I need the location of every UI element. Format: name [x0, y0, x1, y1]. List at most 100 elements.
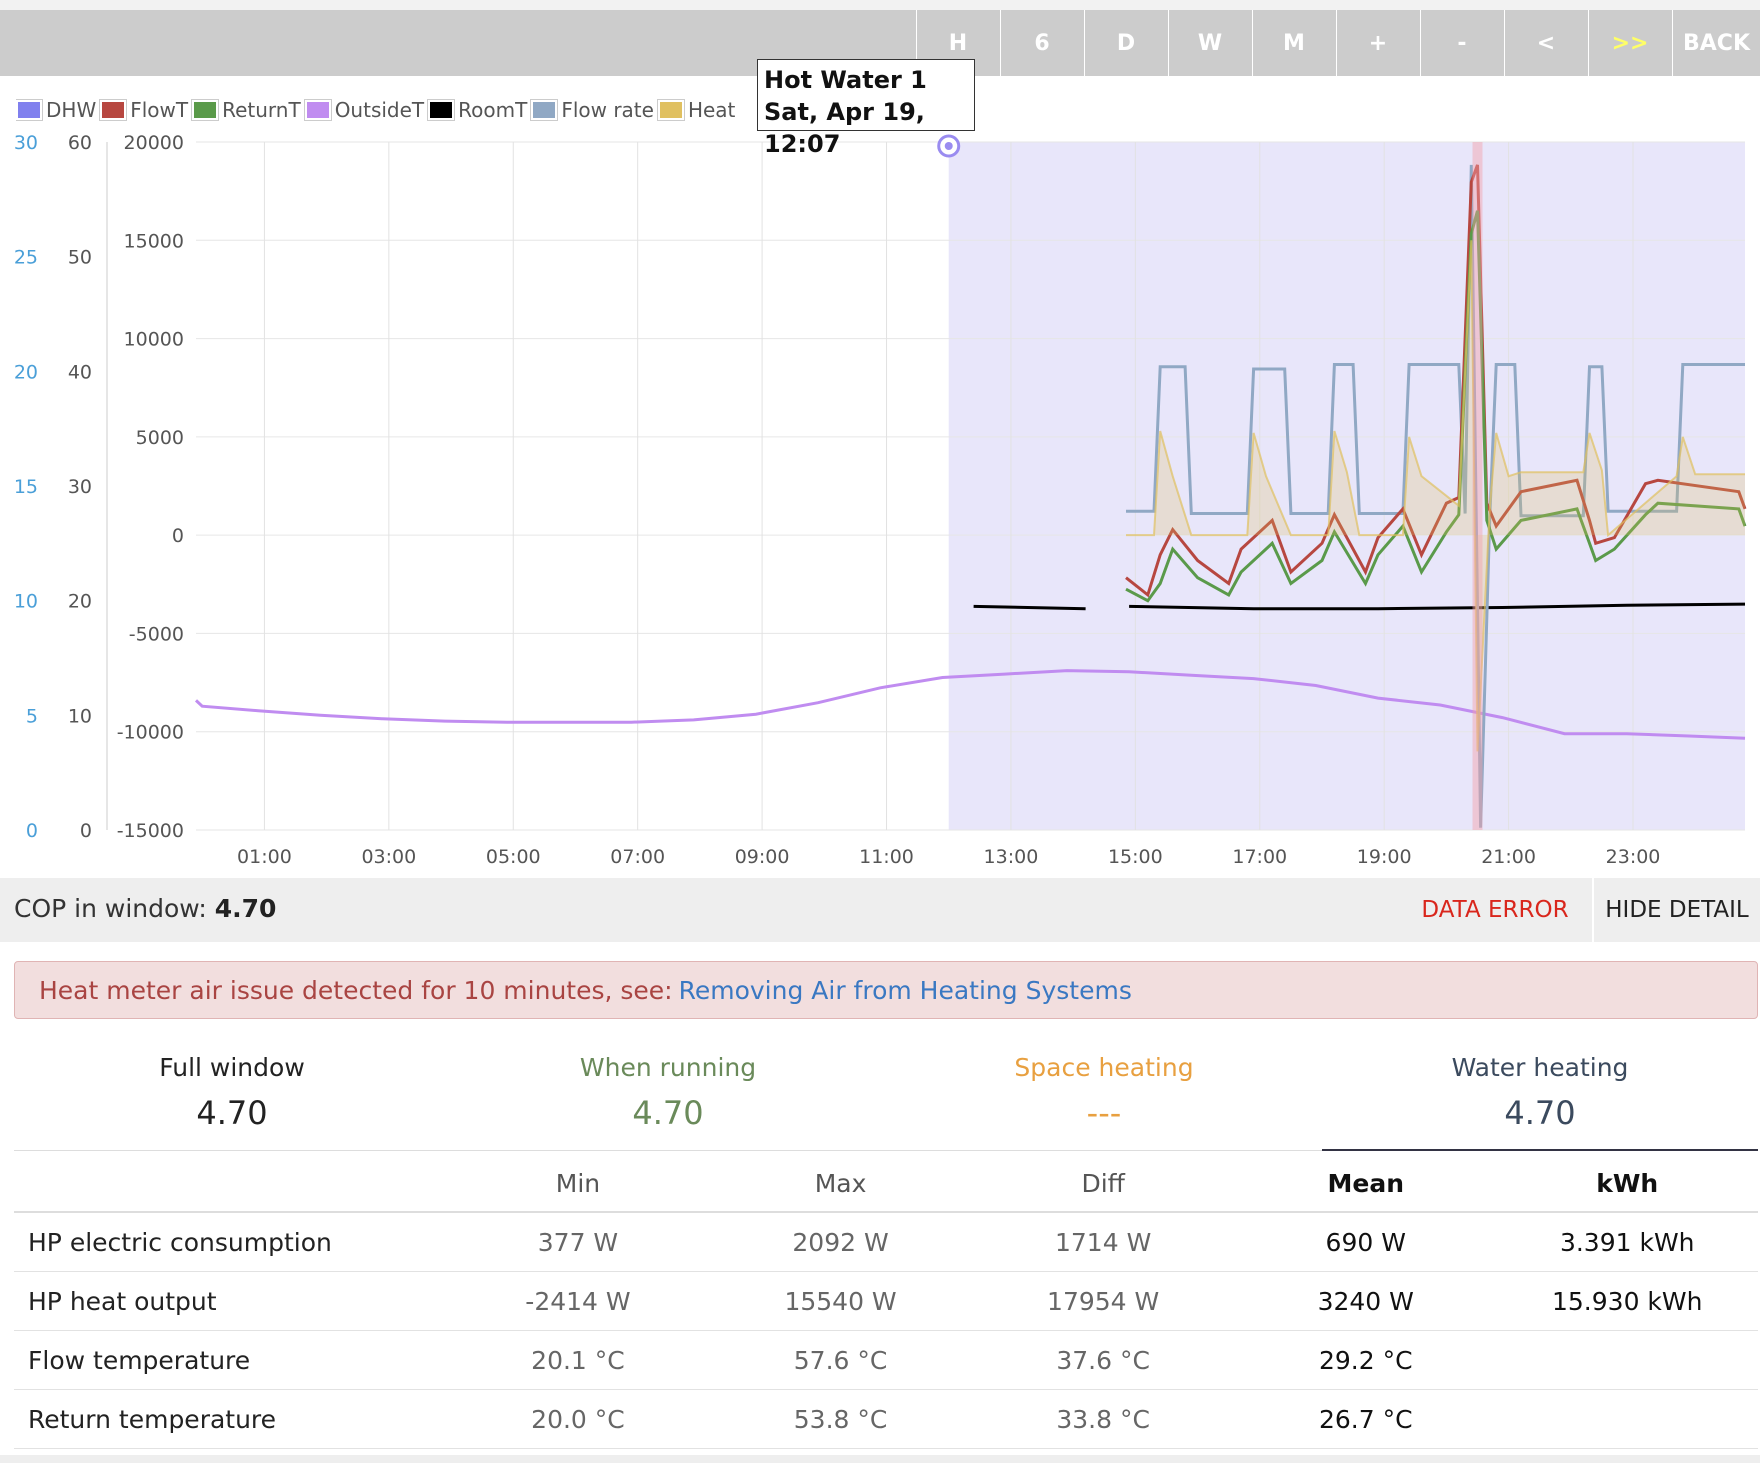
- dhw-region-handle-dot: [944, 142, 953, 150]
- temperature-tick-label: 30: [68, 476, 92, 498]
- power-tick-label: 15000: [124, 230, 184, 252]
- toolbar-button-5[interactable]: M: [1252, 10, 1335, 76]
- x-tick-label: 17:00: [1232, 846, 1287, 868]
- x-tick-label: 13:00: [984, 846, 1039, 868]
- cop-summary-title: Water heating: [1451, 1053, 1629, 1082]
- flow-rate-tick-label: 0: [26, 820, 38, 842]
- stats-header-max: Max: [709, 1155, 972, 1213]
- cop-summary-value: ---: [1086, 1094, 1122, 1132]
- power-tick-label: 5000: [136, 427, 184, 449]
- toolbar-button-6[interactable]: +: [1336, 10, 1419, 76]
- power-tick-label: -10000: [117, 722, 184, 744]
- top-strip: [0, 0, 1760, 10]
- legend-item[interactable]: Flow rate: [531, 98, 654, 122]
- alert-text: Heat meter air issue detected for 10 min…: [39, 975, 673, 1005]
- row-label: Flow temperature: [14, 1330, 447, 1390]
- cop-summary-value: 4.70: [196, 1094, 268, 1132]
- toolbar-button-3[interactable]: D: [1084, 10, 1167, 76]
- cell-kwh: [1496, 1330, 1758, 1390]
- temperature-tick-label: 40: [68, 361, 92, 383]
- legend-item[interactable]: OutsideT: [304, 98, 425, 122]
- stats-header-mean: Mean: [1235, 1155, 1497, 1213]
- series-heat-area: [1126, 240, 1745, 752]
- x-tick-label: 19:00: [1357, 846, 1412, 868]
- x-tick-label: 15:00: [1108, 846, 1163, 868]
- data-error-button[interactable]: DATA ERROR: [1421, 897, 1569, 923]
- cell-mean: 690 W: [1235, 1212, 1497, 1272]
- legend-label: FlowT: [130, 98, 189, 122]
- cell-min: 377 W: [446, 1212, 710, 1272]
- toolbar-button-10[interactable]: BACK: [1672, 10, 1760, 76]
- cop-summary-title: When running: [579, 1053, 757, 1082]
- legend-swatch: [304, 100, 331, 120]
- stats-header-label: [14, 1155, 447, 1213]
- temperature-tick-label: 10: [68, 705, 92, 727]
- cop-summary-col: Water heating 4.70: [1322, 1048, 1758, 1138]
- cell-diff: 17954 W: [971, 1271, 1235, 1331]
- chart-tooltip: Hot Water 1 Sat, Apr 19, 12:07: [757, 59, 975, 158]
- legend-swatch: [657, 100, 684, 120]
- x-tick-label: 03:00: [361, 846, 416, 868]
- legend-swatch: [192, 100, 219, 120]
- cell-diff: 37.6 °C: [971, 1330, 1235, 1390]
- x-tick-label: 11:00: [859, 846, 914, 868]
- cell-max: 57.6 °C: [709, 1330, 972, 1390]
- removing-air-link[interactable]: Removing Air from Heating Systems: [678, 975, 1132, 1005]
- flow-rate-tick-label: 15: [14, 476, 38, 498]
- legend-item[interactable]: Heat: [657, 98, 735, 122]
- power-tick-label: 10000: [124, 329, 184, 351]
- series-returnt-line: [1125, 210, 1747, 603]
- cell-min: 20.1 °C: [446, 1330, 710, 1390]
- row-label: HP electric consumption: [14, 1212, 447, 1272]
- cop-in-window: COP in window: 4.70: [14, 894, 276, 923]
- legend-label: OutsideT: [334, 98, 425, 122]
- cell-mean: 29.2 °C: [1235, 1330, 1497, 1390]
- summary-divider: [14, 1150, 1758, 1151]
- hover-marker: [1472, 142, 1483, 830]
- table-row: Return temperature 20.0 °C 53.8 °C 33.8 …: [14, 1389, 1758, 1449]
- water-heating-underline: [1322, 1149, 1758, 1151]
- table-row: HP heat output -2414 W 15540 W 17954 W 3…: [14, 1271, 1758, 1331]
- air-issue-alert: Heat meter air issue detected for 10 min…: [14, 961, 1758, 1019]
- legend-item[interactable]: ReturnT: [192, 98, 301, 122]
- series-roomt-line: [973, 604, 1086, 611]
- toolbar-button-8[interactable]: <: [1504, 10, 1587, 76]
- legend-label: ReturnT: [222, 98, 301, 122]
- heatpump-chart[interactable]: 0 5 10 15 20 25 30 0 10 20 30 40 50 60 -15000 -10000 -50…: [0, 120, 1760, 870]
- bottom-strip: [0, 1455, 1760, 1463]
- legend-label: DHW: [46, 98, 97, 122]
- cop-summary-title: Space heating: [1014, 1053, 1194, 1082]
- hide-detail-button[interactable]: HIDE DETAIL: [1592, 878, 1760, 942]
- table-row: HP electric consumption 377 W 2092 W 171…: [14, 1212, 1758, 1272]
- cell-diff: 1714 W: [971, 1212, 1235, 1272]
- series-flowt-line: [1125, 164, 1747, 598]
- cell-mean: 3240 W: [1235, 1271, 1497, 1331]
- cop-value: 4.70: [214, 894, 277, 923]
- x-tick-label: 05:00: [486, 846, 541, 868]
- cell-max: 53.8 °C: [709, 1389, 972, 1449]
- toolbar-button-1[interactable]: H: [916, 10, 999, 76]
- legend-swatch: [428, 100, 455, 120]
- legend-item[interactable]: DHW: [16, 98, 96, 122]
- cell-mean: 26.7 °C: [1235, 1389, 1497, 1449]
- toolbar-button-7[interactable]: -: [1420, 10, 1503, 76]
- power-tick-label: 0: [172, 525, 184, 547]
- cop-summary-col: Full window 4.70: [14, 1048, 450, 1138]
- row-label: Return temperature: [14, 1389, 447, 1449]
- temperature-tick-label: 50: [68, 247, 92, 269]
- temperature-tick-label: 60: [68, 132, 92, 154]
- cell-max: 15540 W: [709, 1271, 972, 1331]
- flow-rate-tick-label: 10: [14, 591, 38, 613]
- legend-item[interactable]: FlowT: [100, 98, 188, 122]
- tooltip-title: Hot Water 1: [764, 66, 927, 94]
- toolbar-button-4[interactable]: W: [1168, 10, 1251, 76]
- series-outsidet-line: [194, 669, 1746, 740]
- power-tick-label: -5000: [129, 623, 184, 645]
- flow-rate-tick-label: 25: [14, 247, 38, 269]
- toolbar-button-2[interactable]: 6: [1000, 10, 1083, 76]
- toolbar-button-9[interactable]: >>: [1588, 10, 1671, 76]
- legend-item[interactable]: RoomT: [428, 98, 527, 122]
- stats-header-kwh: kWh: [1496, 1155, 1758, 1213]
- series-roomt-line: [1129, 602, 1746, 611]
- cell-diff: 33.8 °C: [971, 1389, 1235, 1449]
